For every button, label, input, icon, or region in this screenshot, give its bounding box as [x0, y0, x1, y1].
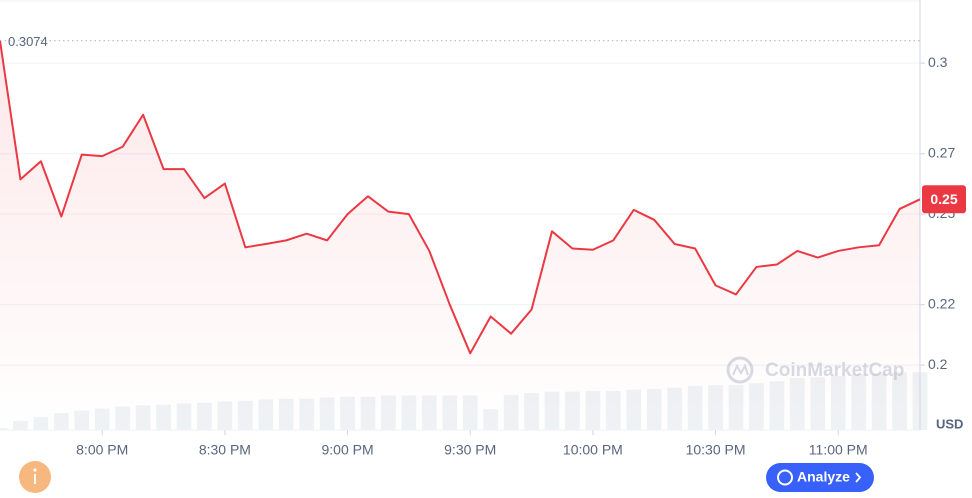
- y-tick-label: 0.3: [928, 54, 948, 70]
- x-tick-label: 9:00 PM: [321, 442, 373, 458]
- high-label: 0.3074: [8, 34, 48, 49]
- x-tick-label: 9:30 PM: [444, 442, 496, 458]
- watermark-logo: [726, 356, 754, 384]
- x-tick-label: 11:00 PM: [809, 442, 868, 458]
- y-tick-label: 0.27: [928, 144, 955, 160]
- analyze-chevron: [855, 472, 862, 483]
- y-tick-label: 0.2: [928, 356, 948, 372]
- analyze-button[interactable]: Analyze: [766, 463, 874, 492]
- info-bar: [34, 474, 36, 484]
- analyze-button-bg[interactable]: [766, 463, 874, 492]
- y-tick-label: 0.22: [928, 295, 955, 311]
- last-price-label: 0.25: [930, 191, 957, 207]
- info-icon[interactable]: [19, 461, 51, 493]
- x-tick-label: 8:00 PM: [76, 442, 128, 458]
- x-tick-label: 10:30 PM: [686, 442, 746, 458]
- price-line: [0, 40, 921, 355]
- last-price-badge: [922, 185, 966, 214]
- watermark-logo-mark: [732, 363, 749, 376]
- x-tick-label: 8:30 PM: [199, 442, 251, 458]
- watermark-text: CoinMarketCap: [765, 360, 904, 381]
- analyze-button-text[interactable]: Analyze: [797, 469, 850, 485]
- info-dot: [33, 468, 37, 472]
- analyze-icon: [777, 469, 793, 486]
- x-tick-label: 10:00 PM: [563, 442, 623, 458]
- watermark: CoinMarketCap: [726, 356, 904, 384]
- currency-label: USD: [936, 416, 963, 431]
- price-area: [0, 40, 920, 431]
